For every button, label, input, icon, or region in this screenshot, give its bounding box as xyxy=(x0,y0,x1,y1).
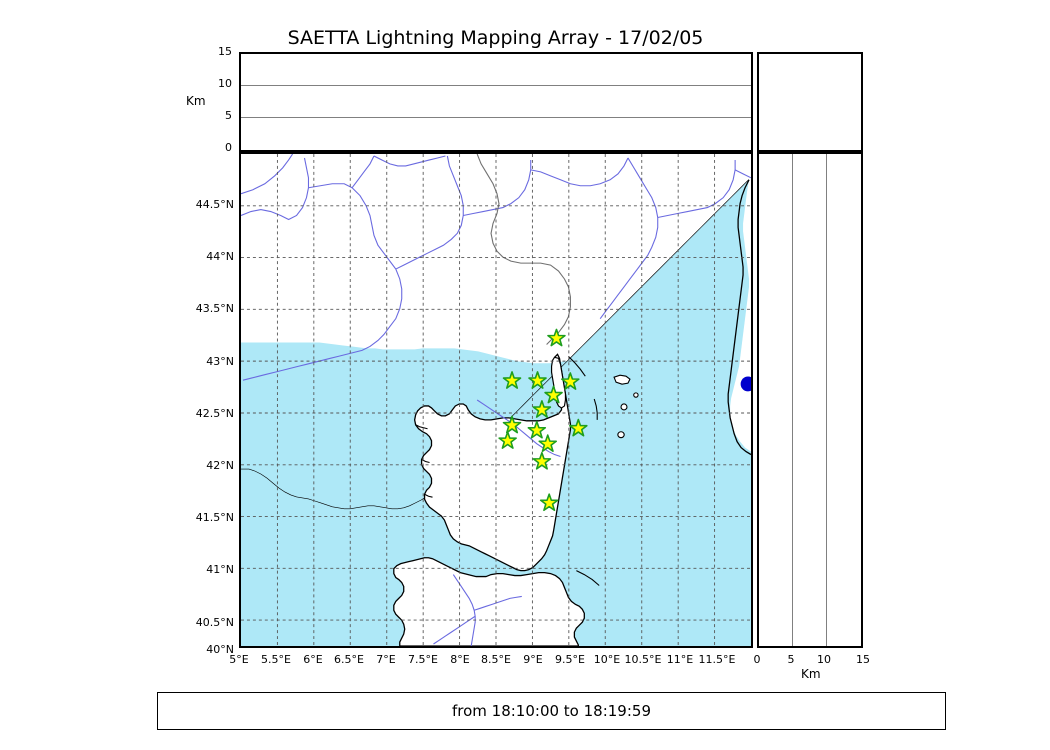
ytick-lat-41: 41°N xyxy=(206,563,234,576)
ytick-lat-42.5: 42.5°N xyxy=(195,407,234,420)
station-marker[interactable] xyxy=(547,328,566,347)
height-vs-longitude-panel[interactable] xyxy=(239,52,753,152)
xtick-lon-6.5: 6.5°E xyxy=(334,653,364,666)
xtick-km-10: 10 xyxy=(817,653,831,666)
sardinia-rivers xyxy=(433,574,522,646)
ytick-km-15: 15 xyxy=(218,45,232,58)
lightning-source-marker[interactable] xyxy=(740,376,751,392)
xtick-km-0: 0 xyxy=(753,653,761,666)
page-title: SAETTA Lightning Mapping Array - 17/02/0… xyxy=(287,27,704,49)
map-gridlines xyxy=(241,154,751,646)
gridline-km-5 xyxy=(241,117,751,118)
station-marker[interactable] xyxy=(538,434,558,453)
station-markers-layer xyxy=(498,328,588,512)
borders-layer xyxy=(476,154,571,345)
station-marker[interactable] xyxy=(527,420,547,439)
status-bar[interactable]: from 18:10:00 to 18:19:59 xyxy=(157,692,946,730)
xtick-lon-11.5: 11.5°E xyxy=(698,653,736,666)
ytick-lat-44.5: 44.5°N xyxy=(195,198,234,211)
ytick-km-5: 5 xyxy=(225,109,232,122)
coastline-italy xyxy=(727,179,751,456)
ytick-lat-41.5: 41.5°N xyxy=(195,511,234,524)
station-marker[interactable] xyxy=(569,418,588,437)
station-marker[interactable] xyxy=(532,400,552,418)
height-corner-panel[interactable] xyxy=(757,52,863,152)
island-sardinia xyxy=(393,557,585,646)
lightning-source-layer xyxy=(740,376,751,392)
corsica-river xyxy=(476,399,561,458)
right-panel-x-axis-label: Km xyxy=(801,667,821,681)
station-marker[interactable] xyxy=(502,415,522,434)
station-marker[interactable] xyxy=(532,451,552,470)
island-corsica xyxy=(413,353,572,572)
xtick-lon-7.5: 7.5°E xyxy=(408,653,438,666)
xtick-lon-10: 10°E xyxy=(593,653,621,666)
cap-corse xyxy=(550,356,567,409)
xtick-km-15: 15 xyxy=(856,653,870,666)
height-vs-latitude-panel[interactable] xyxy=(757,152,863,648)
ytick-lat-40: 40°N xyxy=(206,643,234,656)
xtick-km-5: 5 xyxy=(787,653,795,666)
station-marker[interactable] xyxy=(539,493,559,512)
time-range-text: from 18:10:00 to 18:19:59 xyxy=(451,702,651,720)
station-marker[interactable] xyxy=(528,371,547,389)
map-graphic xyxy=(241,154,751,646)
xtick-lon-9: 9°E xyxy=(523,653,543,666)
station-marker[interactable] xyxy=(544,385,563,404)
ytick-lat-44: 44°N xyxy=(206,250,234,263)
xtick-lon-7: 7°E xyxy=(376,653,396,666)
map-panel[interactable] xyxy=(239,152,753,648)
xtick-lon-8: 8°E xyxy=(450,653,470,666)
sea-lower-left xyxy=(241,179,751,646)
xtick-lon-8.5: 8.5°E xyxy=(481,653,511,666)
xtick-lon-5.5: 5.5°E xyxy=(261,653,291,666)
ytick-lat-43.5: 43.5°N xyxy=(195,302,234,315)
station-marker[interactable] xyxy=(561,372,580,390)
station-marker[interactable] xyxy=(498,431,517,449)
xtick-lon-6: 6°E xyxy=(303,653,323,666)
xtick-lon-9.5: 9.5°E xyxy=(555,653,585,666)
rivers-layer xyxy=(241,154,751,381)
ytick-lat-42: 42°N xyxy=(206,459,234,472)
ytick-km-0: 0 xyxy=(225,141,232,154)
ytick-lat-43: 43°N xyxy=(206,355,234,368)
xtick-lon-10.5: 10.5°E xyxy=(624,653,662,666)
ytick-lat-40.5: 40.5°N xyxy=(195,616,234,629)
top-panel-y-axis-label: Km xyxy=(186,94,206,108)
coast-fragments xyxy=(568,355,600,586)
gridline-km-10 xyxy=(241,85,751,86)
gridline-km-10-right xyxy=(826,154,827,646)
station-marker[interactable] xyxy=(502,371,522,389)
xtick-lon-11: 11°E xyxy=(666,653,694,666)
ytick-km-10: 10 xyxy=(218,77,232,90)
gridline-km-5-right xyxy=(792,154,793,646)
small-islands xyxy=(613,374,639,439)
xtick-lon-5: 5°E xyxy=(229,653,249,666)
